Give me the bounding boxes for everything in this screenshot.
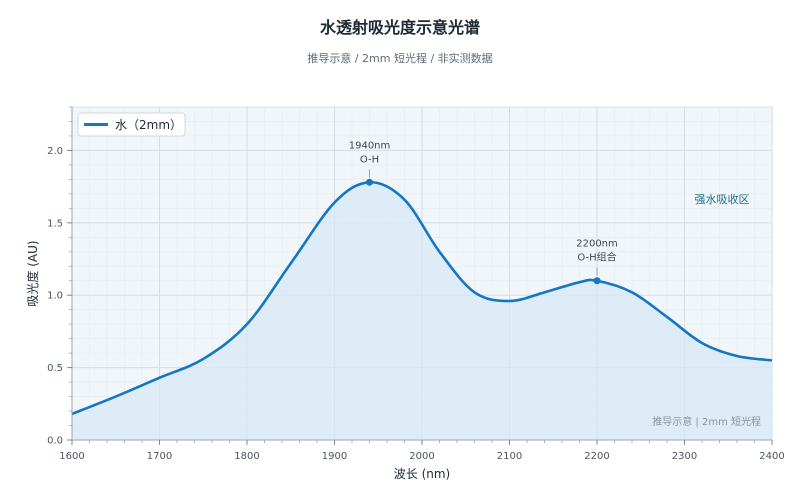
x-tick-label: 1800 [234, 451, 259, 462]
peak-marker [593, 277, 601, 285]
x-tick-label: 2200 [584, 451, 609, 462]
y-tick-label: 0.5 [47, 363, 63, 374]
x-tick-label: 2300 [672, 451, 697, 462]
y-tick-label: 1.5 [47, 218, 63, 229]
x-tick-label: 2100 [497, 451, 522, 462]
y-axis-label: 吸光度 (AU) [25, 240, 40, 306]
x-tick-label: 1900 [322, 451, 347, 462]
x-axis-label: 波长 (nm) [394, 467, 450, 481]
y-tick-label: 2.0 [47, 146, 63, 157]
peak-annotation-assignment: O-H [360, 154, 379, 165]
legend-label: 水（2mm） [115, 118, 182, 132]
legend-box [77, 112, 186, 137]
x-tick-label: 2000 [409, 451, 434, 462]
chart-subtitle: 推导示意 / 2mm 短光程 / 非实测数据 [307, 52, 493, 65]
x-tick-label: 2400 [759, 451, 784, 462]
x-tick-label: 1700 [147, 451, 172, 462]
series-area-fill [72, 182, 772, 440]
y-tick-label: 1.0 [47, 291, 63, 302]
peak-marker [366, 178, 373, 186]
x-tick-label: 1600 [59, 451, 84, 462]
series-line [71, 180, 773, 416]
y-tick-label: 0.0 [47, 436, 63, 447]
region-label: 强水吸收区 [695, 192, 750, 206]
peak-annotation-wavelength: 2200nm [576, 239, 618, 250]
peak-annotation-assignment: O-H组合 [577, 251, 616, 264]
peak-annotation-wavelength: 1940nm [349, 140, 391, 151]
chart-title: 水透射吸光度示意光谱 [319, 18, 480, 37]
footnote: 推导示意 | 2mm 短光程 [652, 415, 761, 428]
